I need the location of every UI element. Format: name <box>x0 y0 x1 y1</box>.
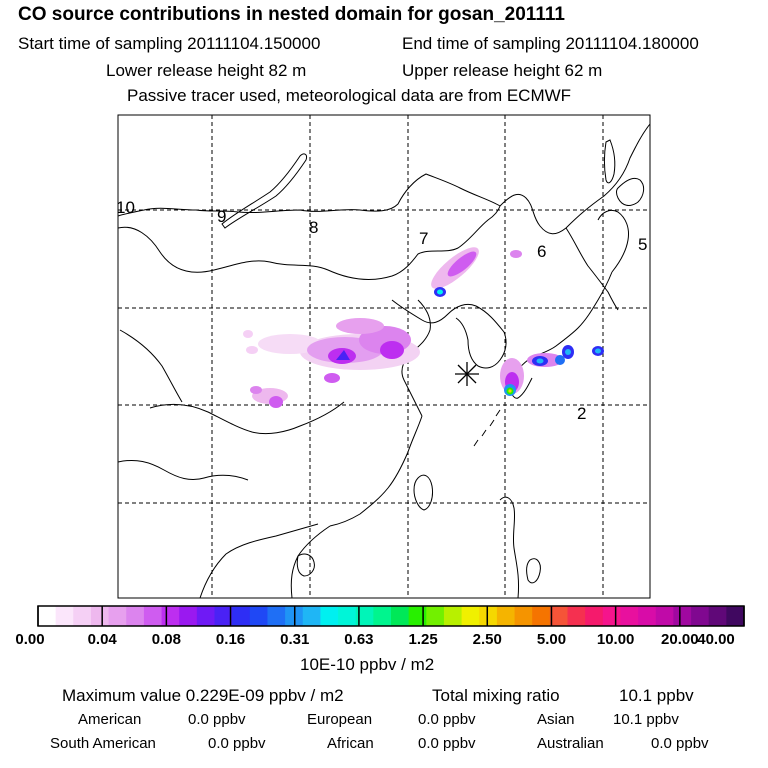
colorbar-swatch <box>496 606 515 626</box>
colorbar-swatch <box>655 606 674 626</box>
colorbar-swatch <box>179 606 198 626</box>
colorbar-swatch <box>726 606 745 626</box>
region-label: 9 <box>217 207 226 226</box>
colorbar-swatch <box>567 606 586 626</box>
colorbar-swatch <box>320 606 339 626</box>
start-time-label: Start time of sampling 20111104.150000 <box>18 34 321 53</box>
colorbar-swatch <box>549 606 568 626</box>
map-panel: 10 9 8 7 6 5 2 <box>116 115 650 598</box>
colorbar-swatch <box>214 606 233 626</box>
colorbar-swatch <box>90 606 109 626</box>
source-value: 0.0 ppbv <box>418 735 476 752</box>
contribution-plume <box>243 247 604 408</box>
colorbar-swatch <box>196 606 215 626</box>
source-value: 0.0 ppbv <box>418 711 476 728</box>
colorbar-tick-label: 5.00 <box>536 631 567 648</box>
colorbar-swatch <box>73 606 92 626</box>
source-name: Asian <box>537 711 575 728</box>
region-label: 5 <box>638 235 647 254</box>
colorbar-swatch <box>514 606 533 626</box>
source-value: 0.0 ppbv <box>208 735 266 752</box>
colorbar-swatch <box>391 606 410 626</box>
colorbar-swatch <box>143 606 162 626</box>
region-label: 2 <box>577 404 586 423</box>
total-mixing-label: Total mixing ratio <box>432 686 560 705</box>
colorbar-swatch <box>38 606 57 626</box>
colorbar-swatch <box>55 606 74 626</box>
region-label: 7 <box>419 229 428 248</box>
colorbar-swatch <box>373 606 392 626</box>
end-time-label: End time of sampling 20111104.180000 <box>402 34 699 53</box>
colorbar-frame <box>37 605 745 627</box>
source-name: Australian <box>537 735 604 752</box>
region-label: 6 <box>537 242 546 261</box>
page-title: CO source contributions in nested domain… <box>18 4 565 25</box>
colorbar-swatch <box>161 606 180 626</box>
source-value: 10.1 ppbv <box>613 711 679 728</box>
colorbar-tick-label: 40.00 <box>697 631 735 648</box>
colorbar-tick-label: 1.25 <box>408 631 438 648</box>
total-mixing-value: 10.1 ppbv <box>619 686 694 705</box>
colorbar-swatch <box>443 606 462 626</box>
colorbar-swatch <box>249 606 268 626</box>
colorbar-tick-label: 0.08 <box>151 631 181 648</box>
colorbar-tick-label: 2.50 <box>472 631 502 648</box>
colorbar-tick-label: 0.16 <box>215 631 246 648</box>
region-label: 8 <box>309 218 318 237</box>
upper-release-label: Upper release height 62 m <box>402 61 603 80</box>
colorbar-swatch <box>408 606 427 626</box>
source-value: 0.0 ppbv <box>651 735 709 752</box>
colorbar-swatch <box>691 606 710 626</box>
maximum-value-label: Maximum value 0.229E-09 ppbv / m2 <box>62 686 344 705</box>
receptor-asterisk-icon <box>455 362 479 386</box>
colorbar-tick-label: 10.00 <box>596 631 635 648</box>
colorbar-swatch <box>479 606 498 626</box>
colorbar-swatch <box>108 606 127 626</box>
colorbar-swatch <box>461 606 480 626</box>
colorbar-unit: 10E-10 ppbv / m2 <box>300 655 435 674</box>
coastlines <box>118 123 650 598</box>
colorbar-tick-label: 0.31 <box>280 631 310 648</box>
source-value: 0.0 ppbv <box>188 711 246 728</box>
colorbar-tick-label: 0.04 <box>87 631 117 648</box>
colorbar-swatch <box>638 606 657 626</box>
colorbar-tick-label: 0.63 <box>344 631 374 648</box>
colorbar-swatch <box>673 606 692 626</box>
colorbar-tick-label: 0.00 <box>15 631 45 648</box>
source-name: South American <box>50 735 156 752</box>
colorbar-swatch <box>602 606 621 626</box>
colorbar-tick-label: 20.00 <box>661 631 699 648</box>
colorbar-swatch <box>126 606 145 626</box>
colorbar-swatch <box>585 606 604 626</box>
colorbar <box>37 605 745 627</box>
region-labels: 10 9 8 7 6 5 2 <box>116 198 647 423</box>
colorbar-swatch <box>302 606 321 626</box>
source-name: American <box>78 711 142 728</box>
map-frame <box>117 114 651 599</box>
tracer-note: Passive tracer used, meteorological data… <box>127 86 572 105</box>
colorbar-swatch <box>355 606 374 626</box>
source-name: African <box>327 735 374 752</box>
lower-release-label: Lower release height 82 m <box>106 61 307 80</box>
colorbar-swatch <box>708 606 727 626</box>
colorbar-swatch <box>426 606 445 626</box>
source-name: European <box>307 711 373 728</box>
colorbar-swatch <box>267 606 286 626</box>
colorbar-swatch <box>620 606 639 626</box>
region-label: 10 <box>116 198 135 217</box>
colorbar-swatch <box>532 606 551 626</box>
colorbar-swatch <box>338 606 357 626</box>
colorbar-swatch <box>232 606 251 626</box>
